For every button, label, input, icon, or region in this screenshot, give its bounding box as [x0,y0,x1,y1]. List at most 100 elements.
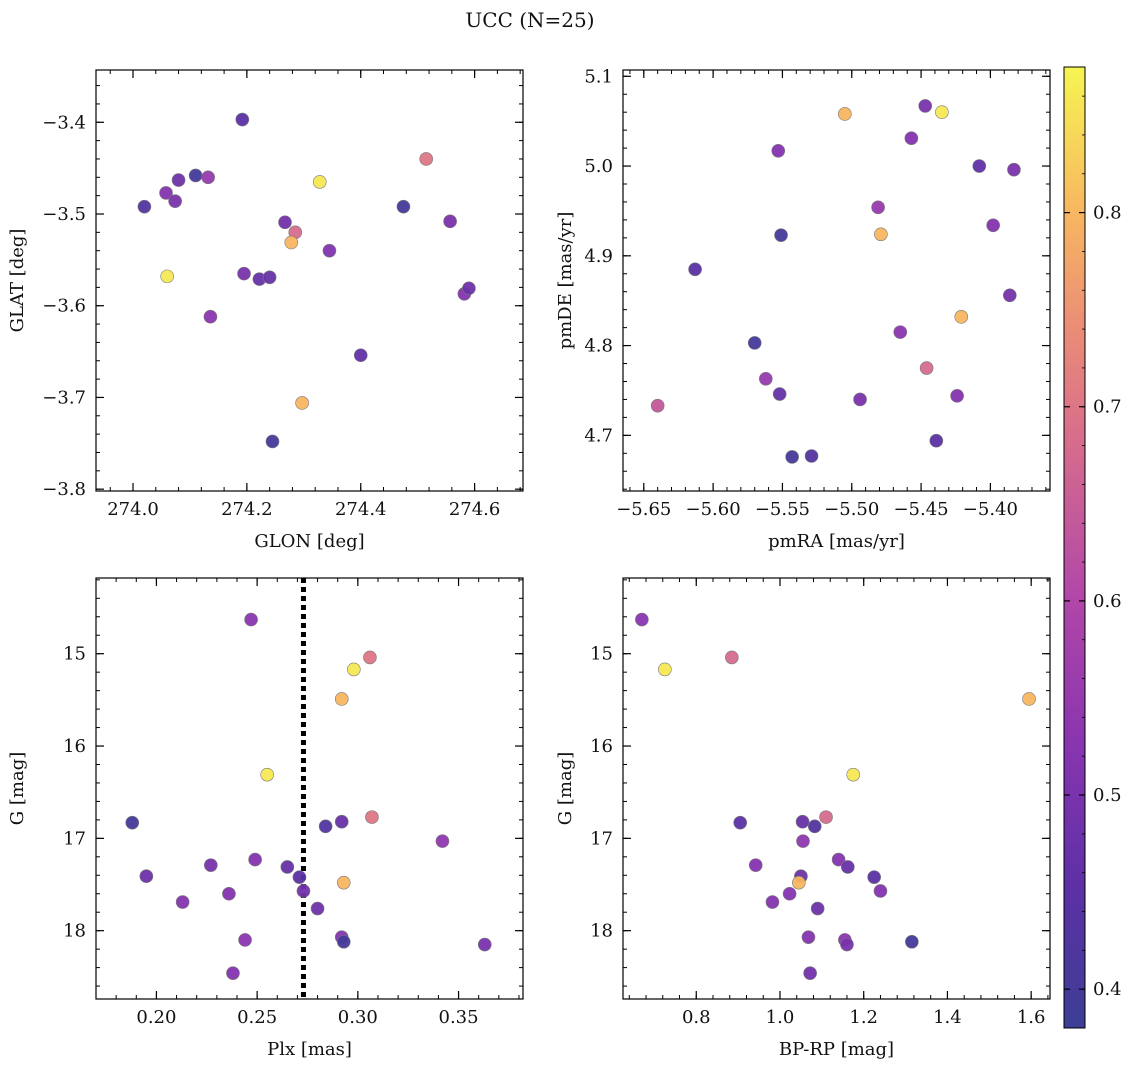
data-point [874,227,888,242]
data-point [954,310,969,324]
data-point [658,662,672,677]
data-point [873,884,888,898]
data-point [322,243,337,258]
x-tick-label: 274.4 [335,499,387,520]
data-point [334,814,349,829]
x-tick-label: 1.0 [766,1007,795,1028]
data-point [318,819,333,834]
data-point [137,199,152,214]
data-point [462,281,476,296]
x-tick-label: 0.8 [682,1007,711,1028]
figure-title: UCC (N=25) [465,8,594,32]
x-axis-label: Plx [mas] [267,1039,352,1060]
colorbar-tick-label: 0.4 [1093,979,1122,1000]
y-tick-label: −3.7 [42,387,86,408]
data-point [918,99,933,113]
data-point [867,870,881,884]
data-point [336,875,351,890]
data-point [204,858,218,872]
data-point [796,834,810,848]
data-point [237,266,251,281]
data-point [972,159,987,173]
scatter-panel-4: 0.8 1.0 1.2 1.4 1.6 15 16 17 18 BP-RP [mag] G [mag… [555,577,1051,1060]
data-point [435,834,450,848]
data-point [365,810,379,824]
data-point [226,966,240,980]
data-point [159,186,173,200]
data-point [688,262,702,277]
x-tick-label: 0.25 [237,1007,277,1028]
data-point [795,814,810,829]
y-tick-label: 15 [63,644,86,665]
data-point [838,107,852,121]
axes-frame [622,69,1051,492]
data-point [363,650,377,665]
data-point [765,895,780,909]
data-point [840,937,854,952]
x-tick-label: −5.65 [616,499,671,520]
data-point [312,175,327,189]
scatter-panel-1: 274.0 274.2 274.4 274.6 −3.8 −3.7 −3.6 −3.5 −3.4… [7,69,524,552]
x-axis-label: BP-RP [mag] [779,1039,894,1060]
data-point [310,901,325,916]
x-axis-label: pmRA [mas/yr] [768,531,905,552]
x-tick-label: −5.40 [963,499,1018,520]
axes-frame [95,577,524,1000]
y-tick-label: 17 [63,828,86,849]
data-point [819,810,833,824]
data-point [748,858,763,872]
data-point [871,200,885,215]
y-tick-label: 4.7 [584,425,613,446]
y-tick-label: 16 [590,736,613,757]
data-point [1002,288,1017,303]
data-point [807,819,822,834]
data-point [905,934,919,949]
y-tick-label: 17 [590,828,613,849]
scatter-panel-3: 0.20 0.25 0.30 0.35 15 16 17 18 Plx [mas] G [mag] [7,577,524,1060]
y-tick-label: 15 [590,644,613,665]
data-point [235,112,250,127]
x-tick-label: 274.2 [221,499,273,520]
data-point [244,612,258,627]
data-point [280,860,295,874]
y-tick-label: −3.5 [42,204,86,225]
x-axis-label: GLON [deg] [254,531,364,552]
scatter-panel-2: −5.65 −5.60 −5.55 −5.50 −5.45 −5.40 4.7 4.8 4.9 5… [555,66,1051,552]
data-point [758,371,773,386]
data-point [171,173,186,187]
data-point [419,152,434,166]
data-point [1022,692,1036,706]
data-point [853,392,867,407]
y-tick-label: 5.1 [584,66,613,87]
x-tick-label: 1.4 [933,1007,962,1028]
y-tick-label: 4.8 [584,336,613,357]
y-axis-label: G [mag] [7,752,28,825]
data-point [139,869,154,884]
y-tick-label: −3.6 [42,296,86,317]
y-tick-label: 18 [590,921,613,942]
data-point [929,433,944,448]
data-point [396,199,411,214]
data-point [334,692,349,706]
data-point [733,815,748,830]
y-axis-label: pmDE [mas/yr] [555,212,576,350]
data-point [893,325,908,339]
data-point [792,875,806,890]
y-tick-label: −3.8 [42,479,86,500]
data-point [222,886,236,901]
y-tick-label: 4.9 [584,246,613,267]
data-point [443,214,457,229]
data-point [841,860,855,874]
data-point [950,389,964,403]
data-point [188,168,203,183]
colorbar-tick-label: 0.8 [1093,203,1122,224]
axes-frame [622,577,1051,1000]
data-point [125,815,140,830]
colorbar-gradient [1063,66,1086,1029]
data-point [785,450,799,464]
data-point [810,901,825,916]
data-point [295,396,309,410]
y-tick-label: 18 [63,921,86,942]
axes-frame [95,69,524,492]
data-point [296,884,311,898]
